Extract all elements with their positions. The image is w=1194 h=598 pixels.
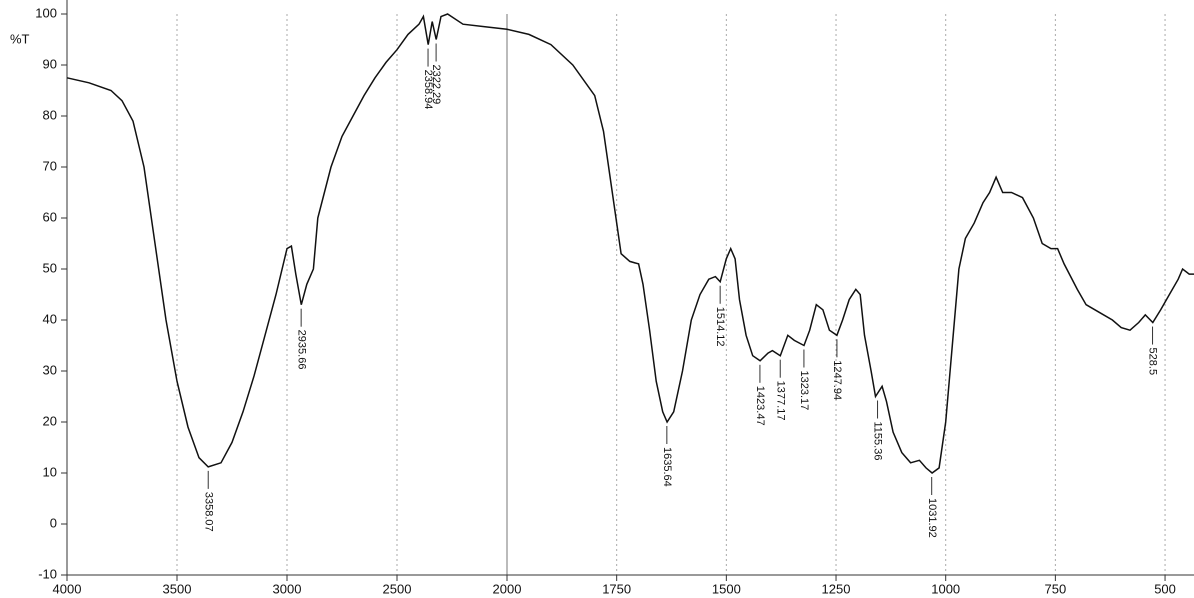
x-tick-label: 750: [1045, 581, 1067, 596]
peak-label: 2358.94: [422, 70, 434, 110]
y-tick-label: 90: [43, 56, 57, 71]
peak-label: 2935.66: [295, 330, 307, 370]
y-tick-label: 30: [43, 362, 57, 377]
x-tick-label: 1750: [602, 581, 631, 596]
x-tick-label: 4000: [53, 581, 82, 596]
peak-label: 1247.94: [831, 360, 843, 400]
y-tick-label: 80: [43, 107, 57, 122]
x-tick-label: 500: [1154, 581, 1176, 596]
peak-label: 1031.92: [926, 498, 938, 538]
y-tick-label: 50: [43, 260, 57, 275]
x-tick-label: 1250: [822, 581, 851, 596]
y-tick-label: -10: [38, 566, 57, 581]
x-tick-label: 3500: [163, 581, 192, 596]
x-tick-label: 1000: [931, 581, 960, 596]
peak-label: 1377.17: [774, 381, 786, 421]
x-tick-label: 1500: [712, 581, 741, 596]
x-tick-label: 2500: [383, 581, 412, 596]
y-tick-label: 40: [43, 311, 57, 326]
peak-label: 1514.12: [714, 307, 726, 347]
y-tick-label: 60: [43, 209, 57, 224]
y-axis-label: %T: [10, 31, 30, 46]
peak-label: 528.5: [1147, 348, 1159, 376]
y-tick-label: 10: [43, 464, 57, 479]
peak-label: 1635.64: [661, 447, 673, 487]
y-tick-label: 100: [35, 5, 57, 20]
y-tick-label: 0: [50, 515, 57, 530]
peak-label: 1323.17: [798, 371, 810, 411]
spectrum-line: [66, 13, 1194, 474]
peak-label: 1423.47: [754, 386, 766, 426]
peak-label: 3358.07: [202, 492, 214, 532]
peak-label: 1155.36: [872, 422, 884, 461]
x-tick-label: 3000: [273, 581, 302, 596]
peak-label: 2322.29: [430, 65, 442, 105]
y-tick-label: 70: [43, 158, 57, 173]
y-tick-label: 20: [43, 413, 57, 428]
x-tick-label: 2000: [493, 581, 522, 596]
